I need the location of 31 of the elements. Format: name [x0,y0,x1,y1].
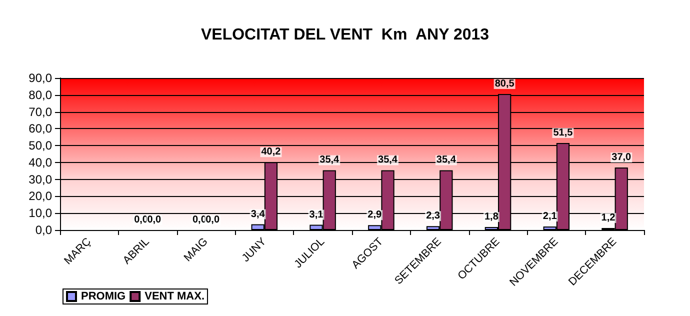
y-tick-label: 20,0 [28,189,52,204]
legend-label: VENT MAX. [144,290,205,302]
data-label: 80,5 [494,78,515,90]
y-tick-label: 0,0 [35,223,52,237]
data-label: 51,5 [553,128,574,139]
y-tick-label: 40,0 [28,155,52,170]
chart-title: VELOCITAT DEL VENT Km ANY 2013 [200,26,490,44]
data-label: 3,1 [309,209,324,220]
y-tick-label: 90,0 [28,71,52,85]
data-label: 1,2 [601,212,616,224]
y-tick-label: 70,0 [28,104,52,119]
data-label: 1,8 [484,211,499,222]
data-label: 0,0 [147,214,162,226]
data-label: 0,0 [134,214,148,226]
data-label: 2,9 [368,210,382,221]
data-label: 3,4 [250,208,266,220]
data-label: 2,1 [542,210,558,222]
y-tick-label: 50,0 [28,138,52,153]
data-label: 37,0 [612,152,632,164]
data-label: 35,4 [320,154,340,166]
legend-label: PROMIG [81,290,126,302]
data-label: 35,4 [378,154,398,166]
y-tick-label: 10,0 [28,206,52,220]
y-tick-label: 60,0 [28,122,52,136]
y-tick-label: 30,0 [28,172,52,186]
data-label: 0,0 [192,214,207,226]
data-label: 35,4 [436,154,456,166]
data-label: 0,0 [206,214,220,226]
data-label: 2,3 [426,210,440,222]
data-label: 40,2 [261,146,282,158]
y-tick-label: 80,0 [28,88,52,102]
